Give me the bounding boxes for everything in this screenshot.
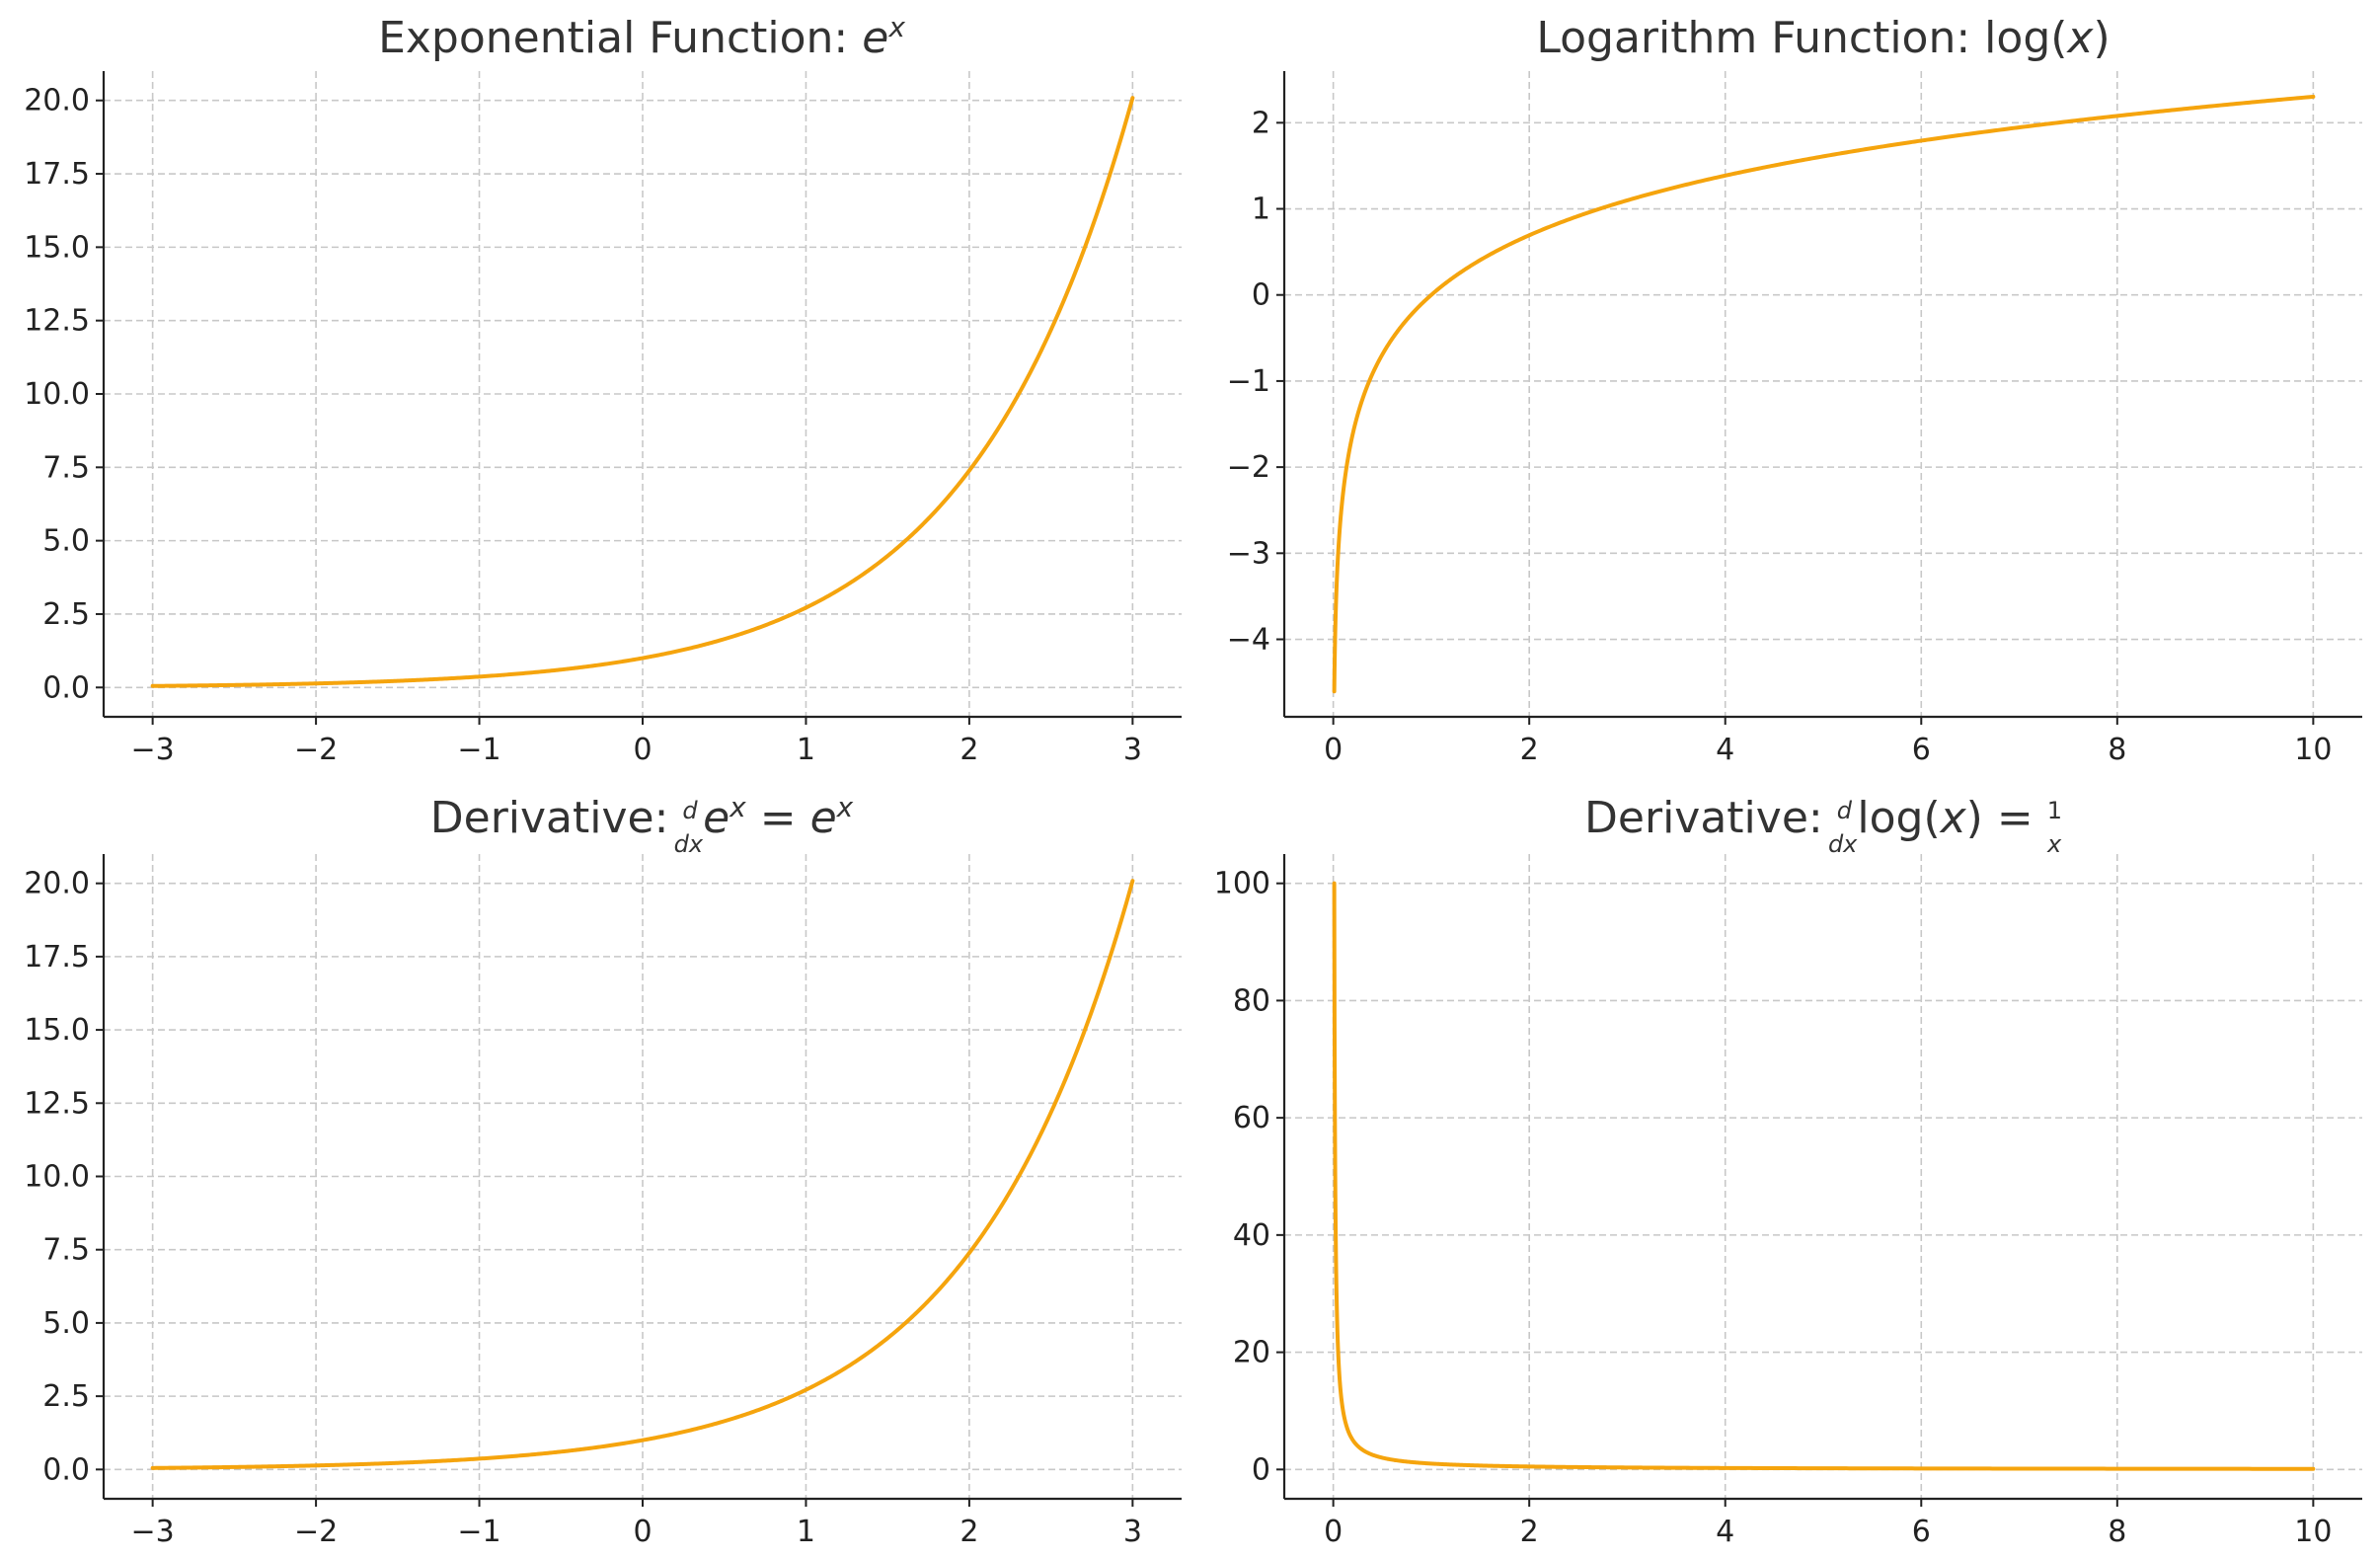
x-tick-label: 4 [1716,1515,1734,1549]
x-tick-label: 2 [960,1515,978,1549]
y-tick-label: 15.0 [24,230,90,265]
y-tick-label: 17.5 [24,157,90,192]
y-tick-label: 12.5 [24,304,90,339]
panel-0-series [150,96,1135,688]
y-tick-label: 10.0 [24,377,90,412]
panel-3-series [1332,881,2316,1471]
panel-2-ticks: −3 −2 −1 0 1 2 3 0.0 2.5 5.0 7.5 10.0 12.5 15.0 17.5 20… [24,867,1142,1549]
y-tick-label: 60 [1233,1101,1270,1135]
x-tick-label: 10 [2294,1515,2332,1549]
y-tick-label: −2 [1227,450,1270,485]
chart-title: Exponential Function: ex [378,11,905,63]
y-tick-label: 20.0 [24,84,90,118]
y-tick-label: 100 [1214,867,1270,901]
y-tick-label: −1 [1227,364,1270,399]
y-tick-label: 0 [1252,278,1270,313]
y-tick-label: 80 [1233,983,1270,1018]
x-tick-label: 0 [1324,733,1343,767]
x-tick-label: 0 [1324,1515,1343,1549]
y-tick-label: 2.5 [42,597,90,632]
x-tick-label: 10 [2294,733,2332,767]
x-tick-label: −1 [457,1515,500,1549]
x-tick-label: 2 [1520,1515,1539,1549]
x-tick-label: −3 [131,1515,175,1549]
x-tick-label: −1 [457,733,500,767]
x-tick-label: −3 [131,733,175,767]
y-tick-label: 10.0 [24,1160,90,1195]
panel-1-axes [1282,71,2362,719]
x-tick-label: 8 [2108,733,2126,767]
y-tick-label: 5.0 [42,1306,90,1341]
y-tick-label: 7.5 [42,1233,90,1268]
x-tick-label: 3 [1123,733,1142,767]
y-tick-label: 15.0 [24,1013,90,1048]
y-tick-label: −3 [1227,536,1270,571]
y-tick-label: 20 [1233,1336,1270,1370]
x-tick-label: 4 [1716,733,1734,767]
y-tick-label: 12.5 [24,1086,90,1121]
y-tick-label: 5.0 [42,524,90,559]
y-tick-label: 1 [1252,193,1270,227]
panel-3-axes [1282,854,2362,1501]
panel-exponential: Exponential Function: ex −3 −2 −1 0 1 2 3 0.0 2.… [24,11,1182,767]
chart-title: Logarithm Function: log(x) [1536,13,2110,63]
x-tick-label: 2 [960,733,978,767]
x-tick-label: 2 [1520,733,1539,767]
y-tick-label: 17.5 [24,940,90,975]
x-tick-label: 0 [633,733,652,767]
panel-1-grid [1284,71,2362,717]
panel-0-grid [104,71,1182,717]
y-tick-label: 2 [1252,106,1270,140]
panel-3-grid [1284,854,2362,1499]
y-tick-label: 0.0 [42,670,90,705]
x-tick-label: 0 [633,1515,652,1549]
x-tick-label: 8 [2108,1515,2126,1549]
panel-2-series [150,879,1135,1470]
series-line [1332,881,2316,1471]
y-tick-label: 7.5 [42,450,90,485]
x-tick-label: 6 [1912,733,1931,767]
series-line [150,96,1135,688]
x-tick-label: 1 [797,733,815,767]
x-tick-label: −2 [294,1515,338,1549]
y-tick-label: −4 [1227,623,1270,658]
y-tick-label: 2.5 [42,1379,90,1414]
y-tick-label: 0 [1252,1452,1270,1487]
series-line [150,879,1135,1470]
chart-title: Derivative: d dxex = ex [430,791,854,858]
x-tick-label: 3 [1123,1515,1142,1549]
panel-1-ticks: 0 2 4 6 8 10 −4 −3 −2 −1 0 1 2 [1227,106,2333,767]
series-line [1332,94,2316,694]
panel-1-series [1332,94,2316,694]
x-tick-label: 1 [797,1515,815,1549]
y-tick-label: 0.0 [42,1452,90,1487]
x-tick-label: 6 [1912,1515,1931,1549]
x-tick-label: −2 [294,733,338,767]
panel-derivative-exponential: Derivative: d dxex = ex −3 −2 −1 0 1 2 3 0.0 2.5 5… [24,791,1182,1549]
panel-logarithm: Logarithm Function: log(x) 0 2 4 6 8 10−4−3−2… [1227,13,2362,767]
y-tick-label: 20.0 [24,867,90,901]
panel-0-ticks: −3 −2 −1 0 1 2 3 0.0 2.5 5.0 7.5 10.0 12.5 15.0 17.5 20… [24,84,1142,767]
y-tick-label: 40 [1233,1218,1270,1253]
